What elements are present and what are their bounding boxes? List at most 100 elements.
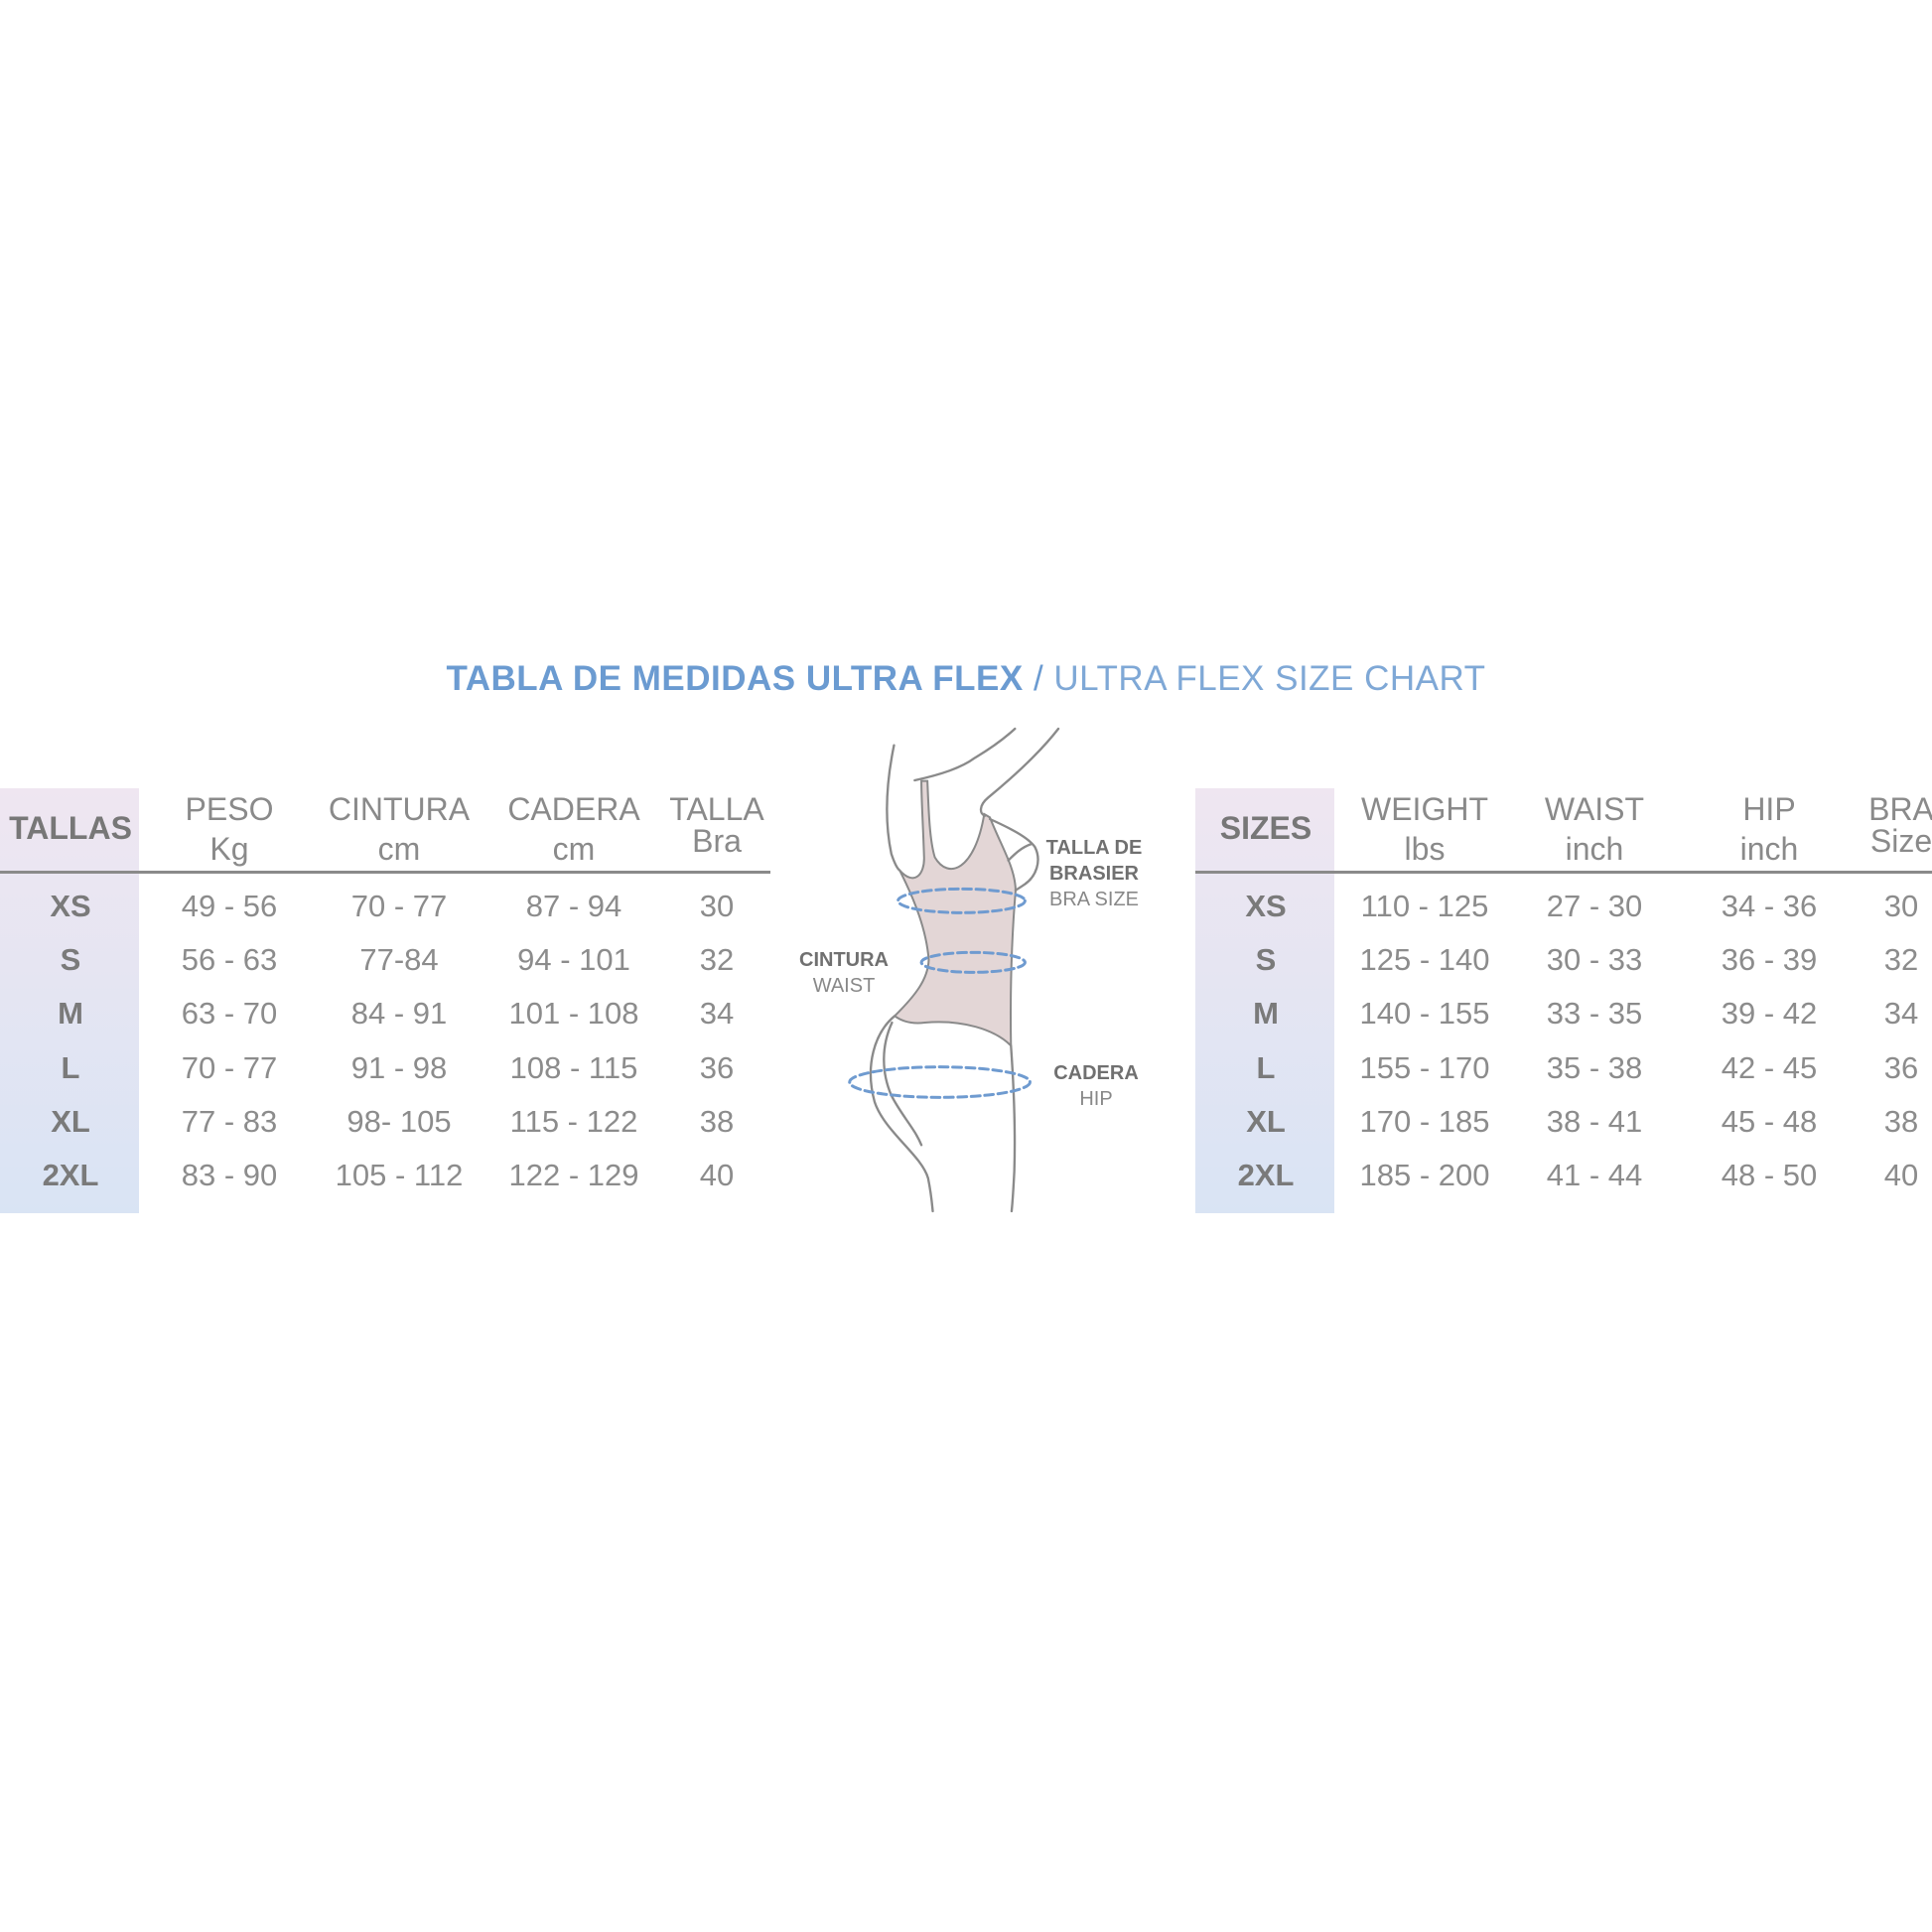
table-cell: 34 - 36 [1721,889,1818,923]
size-label: M [58,996,83,1032]
size-column-header: TALLAS [9,810,132,846]
table-cell: 38 [1883,1103,1919,1139]
size-label: 2XL [1237,1158,1295,1192]
size-label: XL [1246,1103,1286,1139]
column-header-label: WAIST [1544,791,1645,827]
bra-label-en: BRA SIZE [1048,889,1140,910]
table-cell: 30 [699,889,735,923]
table-cell: 36 [699,1049,735,1085]
size-label: L [1256,1049,1276,1085]
bra-label-es-line2: BRASIER [1048,863,1139,885]
page-title: TABLA DE MEDIDAS ULTRA FLEX / ULTRA FLEX… [0,659,1932,699]
table-cell: 42 - 45 [1721,1049,1818,1085]
table-cell: 170 - 185 [1359,1103,1490,1139]
bra-label-es-line1: TALLA DE [1045,837,1143,859]
column-header-unit: cm [377,831,421,867]
title-english: ULTRA FLEX SIZE CHART [1053,659,1486,698]
column-header-label: CADERA [507,791,640,827]
table-cell: 94 - 101 [517,942,630,978]
table-cell: 39 - 42 [1721,996,1818,1032]
column-header-label: HIP [1742,791,1796,827]
table-cell: 33 - 35 [1546,996,1643,1032]
table-cell: 32 [1883,942,1919,978]
table-cell: 140 - 155 [1359,996,1490,1032]
table-cell: 84 - 91 [350,996,448,1032]
table-cell: 38 [699,1103,735,1139]
table-cell: 45 - 48 [1721,1103,1818,1139]
table-cell: 36 [1883,1049,1919,1085]
table-cell: 27 - 30 [1546,889,1643,923]
column-header-unit: cm [552,831,596,867]
column-header-unit: inch [1565,831,1624,867]
table-cell: 56 - 63 [181,942,278,978]
bra-measure-line [897,887,1027,914]
waist-label: CINTURA WAIST [799,947,889,999]
table-cell: 40 [1883,1158,1919,1192]
column-header: CADERA cm [507,789,639,869]
table-cell: 110 - 125 [1360,889,1489,923]
body-silhouette-illustration [848,727,1060,1213]
hip-measure-line [848,1065,1032,1099]
hip-label-en: HIP [1079,1088,1113,1110]
table-cell: 105 - 112 [335,1158,464,1192]
column-header-label: CINTURA [328,791,471,827]
table-cell: 155 - 170 [1359,1049,1490,1085]
size-label: XS [1245,889,1287,923]
table-cell: 115 - 122 [509,1103,638,1139]
size-label: XS [50,889,91,923]
size-label: L [61,1049,80,1085]
column-header-unit: inch [1739,831,1799,867]
table-cell: 98- 105 [346,1103,452,1139]
header-divider [0,871,770,874]
table-cell: 35 - 38 [1546,1049,1643,1085]
table-cell: 38 - 41 [1546,1103,1643,1139]
table-cell: 63 - 70 [181,996,278,1032]
table-cell: 34 [1883,996,1919,1032]
table-cell: 40 [699,1158,735,1192]
hip-label: CADERA HIP [1053,1060,1139,1112]
waist-label-en: WAIST [812,975,876,997]
table-cell: 77-84 [359,942,439,978]
header-divider [1195,871,1932,874]
column-header: CINTURA cm [329,789,470,869]
table-cell: 30 - 33 [1546,942,1643,978]
table-cell: 108 - 115 [509,1049,638,1085]
waist-label-es: CINTURA [799,949,889,971]
column-header-label: BRA [1868,791,1932,827]
bra-size-label: TALLA DE BRASIER BRA SIZE [1046,835,1143,912]
column-header-unit: lbs [1404,831,1446,867]
size-column-header: SIZES [1219,810,1312,846]
title-separator: / [1033,659,1044,698]
title-spanish: TABLA DE MEDIDAS ULTRA FLEX [446,659,1024,698]
table-cell: 101 - 108 [508,996,639,1032]
size-column-background [0,788,139,1213]
table-cell: 41 - 44 [1546,1158,1643,1192]
size-label: S [1255,942,1277,978]
table-cell: 32 [699,942,735,978]
column-header: WEIGHT lbs [1361,789,1488,869]
column-header: WAIST inch [1545,789,1644,869]
column-header: PESO Kg [186,789,274,869]
table-cell: 83 - 90 [181,1158,278,1192]
table-cell: 30 [1883,889,1919,923]
table-cell: 36 - 39 [1721,942,1818,978]
column-header-label: WEIGHT [1361,791,1488,827]
size-label: M [1253,996,1279,1032]
table-cell: 185 - 200 [1359,1158,1490,1192]
table-cell: 87 - 94 [525,889,622,923]
table-cell: 49 - 56 [181,889,278,923]
table-cell: 70 - 77 [350,889,448,923]
column-header-unit: Size [1869,823,1932,859]
table-cell: 125 - 140 [1359,942,1490,978]
column-header-unit: Bra [692,823,742,859]
column-header: TALLA Bra [669,789,763,861]
size-label: 2XL [42,1158,99,1192]
column-header: BRA Size [1868,789,1932,861]
table-cell: 34 [699,996,735,1032]
table-cell: 48 - 50 [1721,1158,1818,1192]
table-cell: 70 - 77 [181,1049,278,1085]
column-header-label: PESO [185,791,274,827]
size-column-background [1195,788,1334,1213]
column-header-unit: Kg [209,831,249,867]
size-label: S [60,942,81,978]
